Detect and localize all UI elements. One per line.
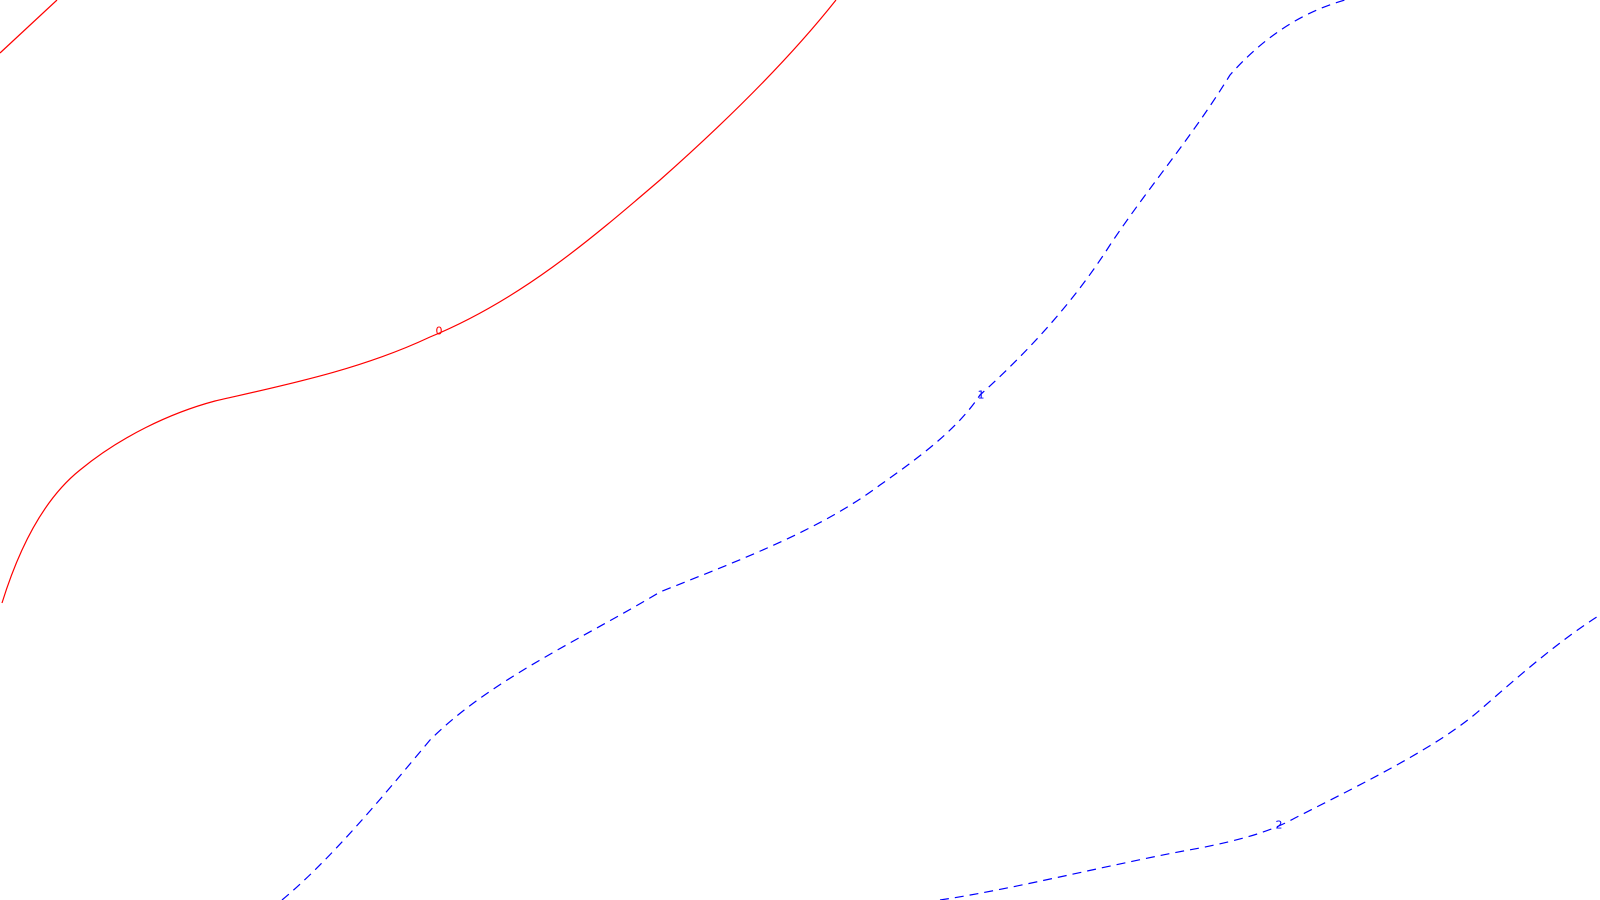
contour-1-label: 1: [978, 389, 985, 402]
contour-1-line: [281, 0, 1346, 900]
contour-2-label: 2: [1276, 819, 1283, 832]
contour-2-line: [939, 614, 1600, 900]
contour-0-line: [1, 0, 837, 604]
contour-0-line-fragment: [0, 0, 58, 54]
contour-0-label: 0: [436, 325, 443, 338]
